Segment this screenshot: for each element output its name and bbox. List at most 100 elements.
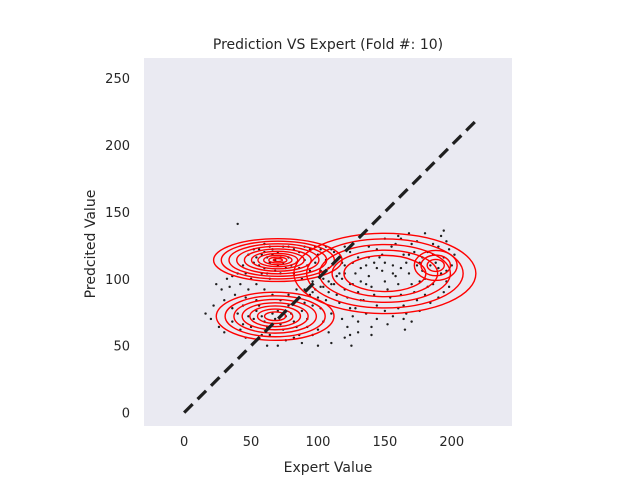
data-point	[311, 290, 314, 294]
x-tick-label: 100	[306, 435, 331, 450]
data-point	[327, 280, 330, 283]
data-point	[348, 333, 352, 337]
data-point	[316, 328, 320, 331]
data-point	[423, 232, 427, 235]
data-point	[380, 269, 384, 272]
data-point	[271, 312, 274, 315]
data-point	[300, 309, 304, 313]
data-point	[268, 333, 271, 337]
density-contour	[262, 254, 293, 266]
data-point	[209, 317, 213, 321]
density-contour	[250, 250, 305, 270]
data-point	[330, 282, 333, 286]
data-point	[383, 309, 387, 313]
data-point	[273, 317, 277, 321]
data-point	[316, 296, 320, 299]
data-point	[330, 341, 333, 345]
data-point	[340, 317, 344, 321]
density-contour	[256, 308, 294, 325]
density-contour	[233, 298, 318, 334]
data-point	[405, 261, 408, 264]
data-point	[429, 264, 432, 267]
data-point	[338, 272, 341, 275]
data-point	[391, 315, 395, 318]
density-contour	[305, 238, 464, 309]
data-point	[204, 312, 207, 315]
data-point	[413, 250, 416, 254]
density-contour	[241, 302, 309, 331]
data-point	[255, 256, 258, 259]
y-axis-ticks: 0 50 100 150 200 250	[105, 72, 130, 422]
data-point	[332, 250, 336, 254]
data-point	[263, 288, 266, 291]
data-point	[375, 266, 379, 270]
data-point	[295, 288, 298, 291]
density-contour	[272, 257, 284, 263]
data-point	[343, 336, 346, 339]
data-point	[231, 320, 234, 323]
data-point	[354, 272, 357, 275]
data-point	[372, 261, 376, 264]
density-contour	[243, 248, 312, 272]
data-point	[356, 256, 360, 259]
data-point	[375, 317, 379, 321]
data-point	[364, 264, 368, 267]
data-point	[220, 288, 223, 291]
data-point	[348, 307, 352, 310]
data-point	[335, 274, 338, 278]
data-point	[265, 344, 269, 347]
data-point	[335, 293, 338, 297]
density-contour	[293, 232, 477, 315]
density-contour	[257, 252, 299, 268]
data-point	[236, 312, 239, 315]
x-tick-label: 200	[439, 435, 464, 450]
density-contour	[249, 305, 302, 328]
data-point	[386, 323, 389, 326]
data-point	[350, 344, 353, 347]
data-point	[223, 331, 226, 334]
data-point	[287, 304, 290, 307]
data-point	[410, 320, 413, 323]
identity-reference-line	[183, 117, 480, 414]
data-point	[434, 261, 437, 264]
data-point	[223, 299, 226, 302]
data-point	[319, 285, 322, 289]
y-tick-label: 50	[113, 340, 130, 355]
data-point	[367, 274, 371, 278]
x-tick-label: 150	[372, 435, 397, 450]
y-tick-label: 150	[105, 206, 130, 221]
data-point	[402, 253, 405, 256]
data-point	[217, 325, 221, 329]
data-point	[437, 266, 440, 270]
data-point	[300, 341, 304, 345]
data-point	[390, 245, 393, 248]
density-contour	[413, 249, 458, 282]
data-point	[215, 282, 218, 286]
data-point	[343, 264, 346, 267]
data-point	[447, 285, 451, 289]
data-point	[439, 272, 443, 275]
data-point	[332, 282, 336, 286]
data-point	[407, 272, 411, 275]
data-point	[322, 285, 325, 289]
data-point	[292, 336, 296, 339]
data-point	[386, 288, 389, 291]
data-point	[330, 312, 333, 315]
data-point	[447, 248, 451, 251]
data-point	[415, 264, 419, 267]
data-point	[439, 234, 443, 238]
chart-title: Prediction VS Expert (Fold #: 10)	[213, 37, 443, 53]
data-point	[370, 333, 373, 337]
y-tick-label: 0	[122, 407, 130, 422]
data-point	[241, 264, 245, 267]
data-point	[391, 272, 395, 275]
density-contour	[263, 311, 287, 322]
data-point	[375, 304, 379, 307]
data-point	[391, 264, 395, 267]
density-contour	[318, 243, 452, 304]
data-point	[397, 234, 400, 238]
density-contours	[212, 232, 477, 342]
data-point	[316, 344, 320, 347]
data-point	[314, 261, 317, 264]
